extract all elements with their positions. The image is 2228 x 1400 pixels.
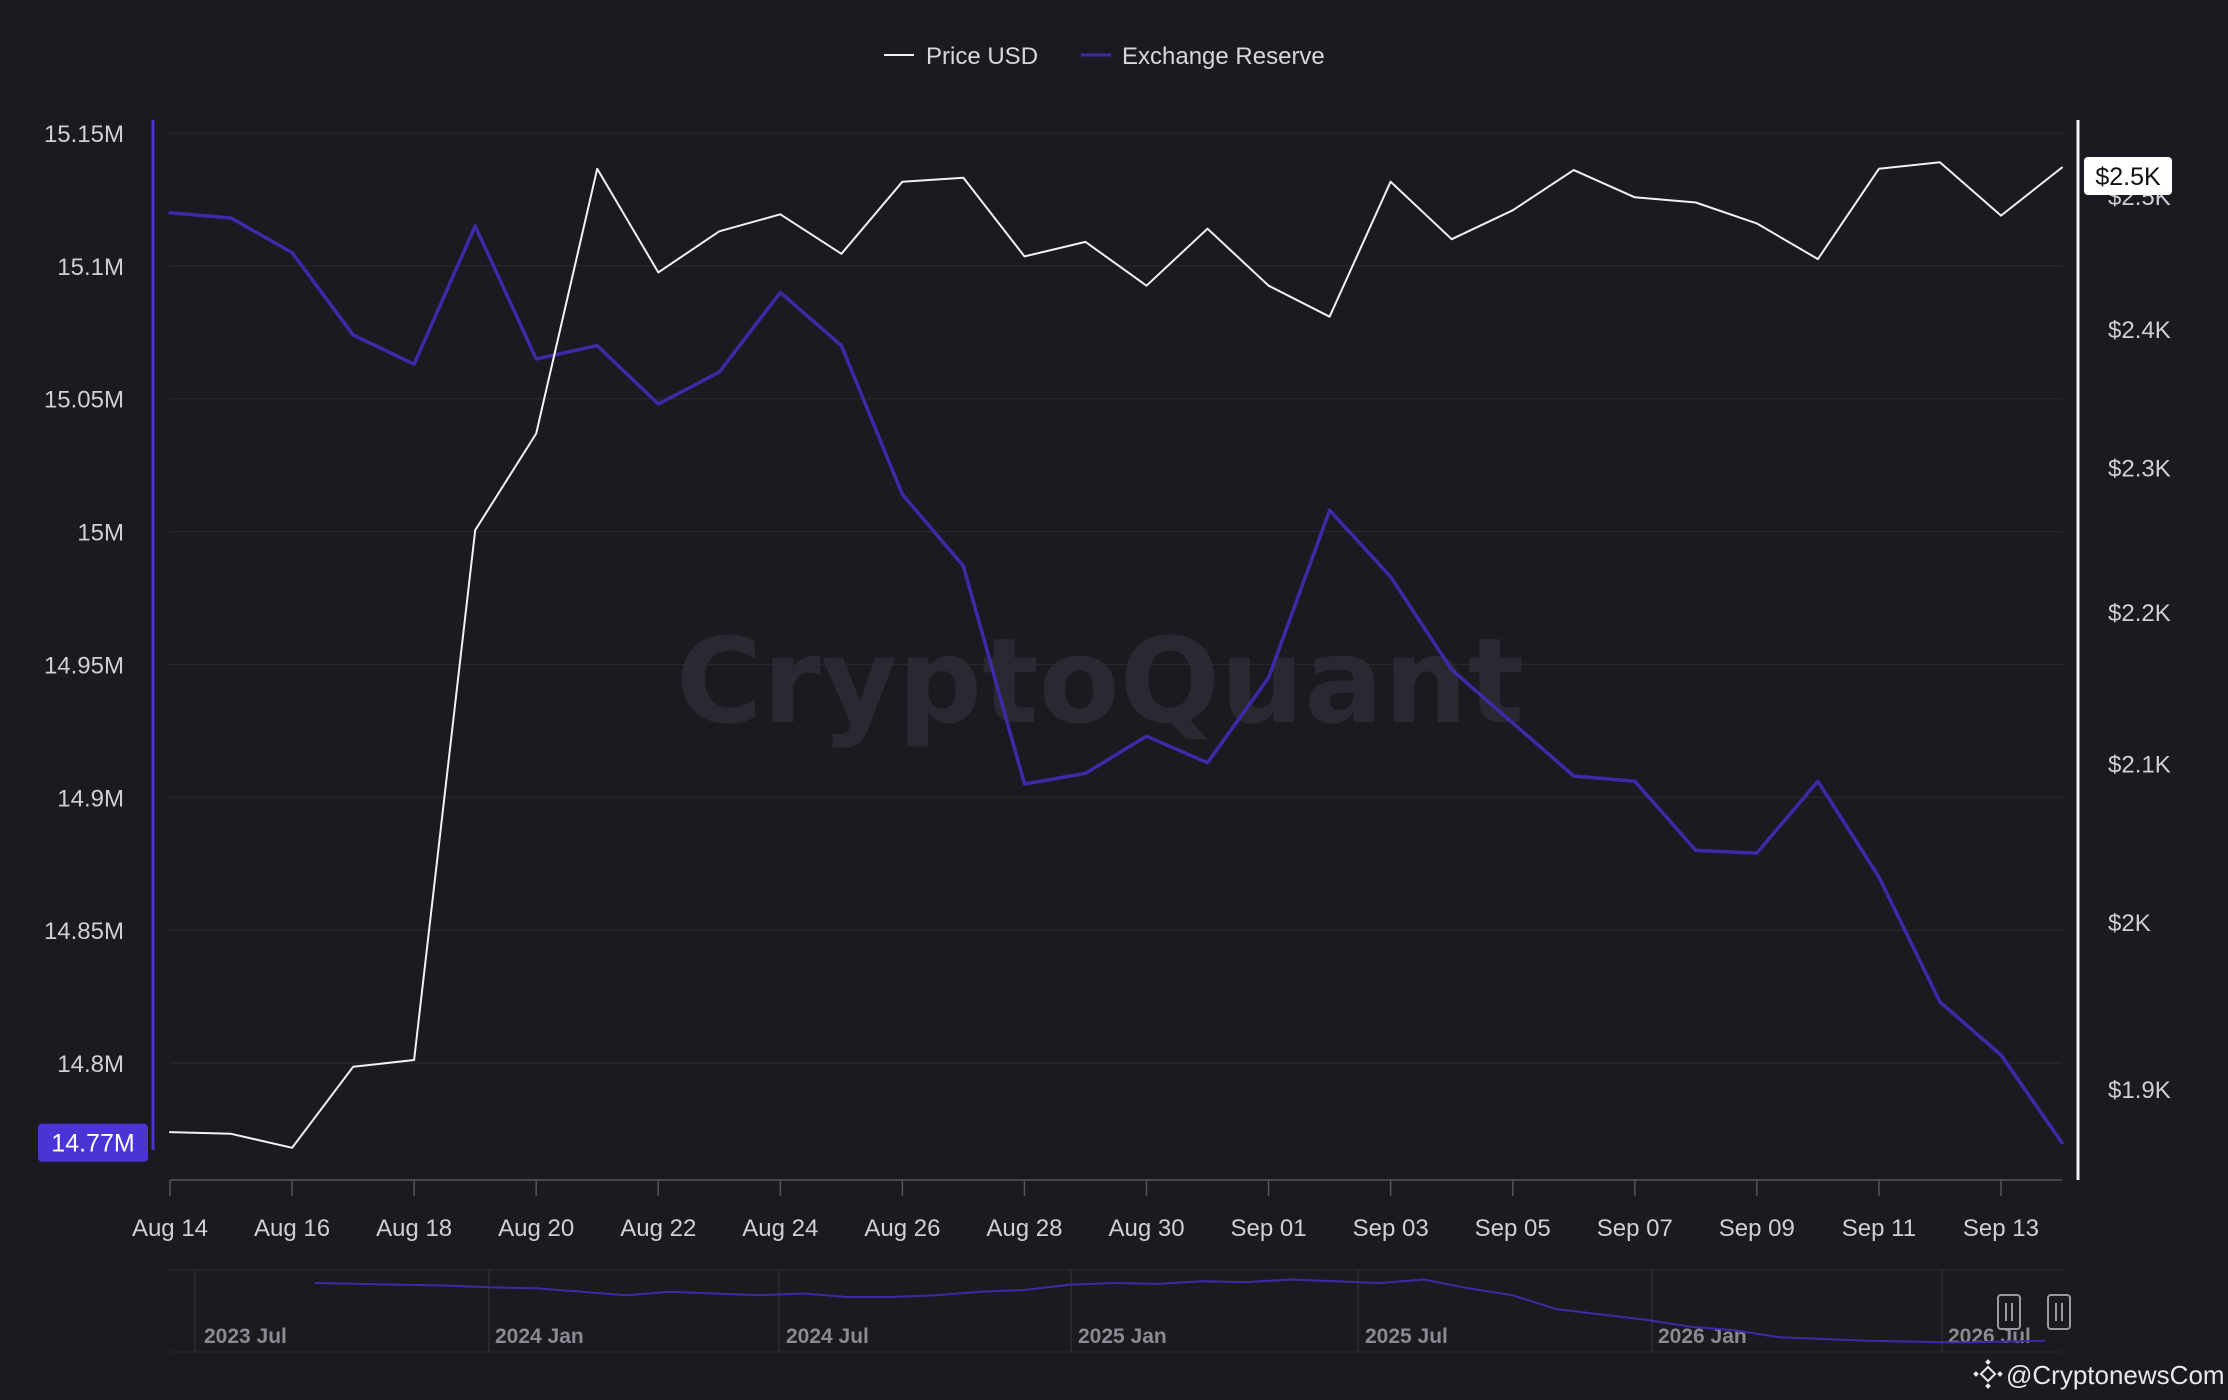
reserve-badge-label: 14.77M	[51, 1130, 134, 1158]
left-axis-tick-label: 15.15M	[44, 121, 124, 148]
left-axis-tick-label: 15.05M	[44, 387, 124, 414]
right-axis-tick-label: $2.1K	[2108, 751, 2171, 778]
watermark: CryptoQuant	[676, 612, 1524, 750]
price-badge-background	[2084, 157, 2172, 195]
credit: @CryptonewsCom	[1973, 1359, 2225, 1390]
legend-item-reserve[interactable]: Exchange Reserve	[1081, 43, 1325, 70]
x-axis-tick-label: Aug 22	[620, 1215, 696, 1242]
left-axis-tick-label: 15.1M	[57, 254, 124, 281]
navigator-label: 2024 Jul	[786, 1325, 869, 1348]
right-axis-tick-label: $1.9K	[2108, 1077, 2171, 1104]
legend-item-price[interactable]: Price USD	[884, 43, 1038, 70]
x-axis-tick-label: Aug 18	[376, 1215, 452, 1242]
x-axis-tick-label: Sep 05	[1475, 1215, 1551, 1242]
left-axis-tick-label: 15M	[77, 520, 124, 547]
navigator-reserve-trend	[314, 1278, 2046, 1344]
x-axis-tick-label: Sep 07	[1597, 1215, 1673, 1242]
legend-label-reserve: Exchange Reserve	[1122, 43, 1325, 70]
reserve-current-badge: 14.77M	[38, 1123, 148, 1162]
x-axis-tick-label: Sep 09	[1719, 1215, 1795, 1242]
left-axis-tick-label: 14.95M	[44, 652, 124, 679]
x-axis-tick-label: Aug 20	[498, 1215, 574, 1242]
navigator-content: 2023 Jul 2024 Jan 2024 Jul 2025 Jan 2025 Jul…	[194, 1270, 2046, 1352]
legend-label-price: Price USD	[926, 43, 1038, 70]
x-axis-tick-label: Aug 28	[986, 1215, 1062, 1242]
left-axis-tick-label: 14.9M	[57, 785, 124, 812]
left-axis-tick-label: 14.8M	[57, 1051, 124, 1078]
series-line-price-usd	[169, 161, 2063, 1149]
right-axis-tick-label: $2.2K	[2108, 600, 2171, 627]
credit-text: @CryptonewsCom	[2006, 1360, 2225, 1390]
navigator-label: 2025 Jul	[1365, 1325, 1448, 1348]
x-axis-tick-label: Aug 26	[864, 1215, 940, 1242]
navigator-label: 2026 Jan	[1658, 1325, 1747, 1348]
navigator-label: 2024 Jan	[495, 1325, 584, 1348]
price-badge-label: $2.5K	[2095, 163, 2161, 191]
x-axis-tick-label: Aug 24	[742, 1215, 818, 1242]
right-axis-tick-label: $2K	[2108, 910, 2151, 937]
series-line-exchange-reserve	[168, 210, 2064, 1145]
range-navigator[interactable]: 2023 Jul 2024 Jan 2024 Jul 2025 Jan 2025 Jul…	[170, 1269, 2071, 1353]
price-current-badge: $2.5K	[2084, 157, 2172, 195]
x-axis-tick-label: Sep 03	[1353, 1215, 1429, 1242]
series-lines	[168, 161, 2064, 1149]
axes	[151, 120, 2080, 1196]
navigator-handle-left[interactable]	[1997, 1294, 2021, 1330]
right-axis-tick-label: $2.4K	[2108, 317, 2171, 344]
navigator-label: 2023 Jul	[204, 1325, 287, 1348]
left-axis-tick-label: 14.85M	[44, 918, 124, 945]
tick-labels: 15.15M 15.1M 15.05M 15M 14.95M 14.9M 14.85M 14.…	[44, 121, 2171, 1242]
right-axis-tick-label: $2.3K	[2108, 455, 2171, 482]
x-axis-tick-label: Sep 13	[1963, 1215, 2039, 1242]
binance-logo-icon	[1973, 1359, 2003, 1389]
x-axis-tick-label: Sep 01	[1231, 1215, 1307, 1242]
grid-lines	[170, 132, 2062, 1064]
x-axis-tick-label: Aug 30	[1108, 1215, 1184, 1242]
reserve-badge-background	[38, 1123, 148, 1162]
navigator-handle-right[interactable]	[2047, 1294, 2071, 1330]
x-axis-tick-label: Aug 16	[254, 1215, 330, 1242]
legend: Price USD Exchange Reserve	[884, 43, 1325, 70]
x-axis-tick-label: Aug 14	[132, 1215, 208, 1242]
x-axis-tick-label: Sep 11	[1842, 1215, 1916, 1242]
navigator-label: 2025 Jan	[1078, 1325, 1167, 1348]
